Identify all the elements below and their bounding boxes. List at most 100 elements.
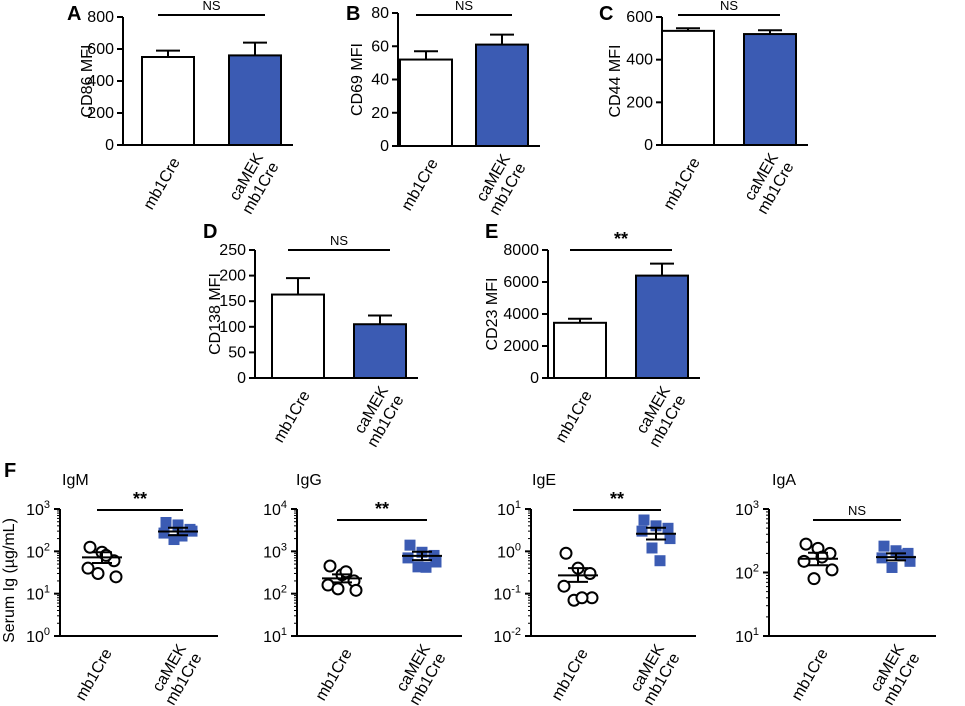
significance-label: NS (720, 0, 738, 13)
y-tick-label: 20 (371, 105, 389, 122)
data-point (412, 561, 424, 573)
y-tick-label: 102 (26, 541, 50, 561)
data-point (636, 525, 648, 537)
data-point (638, 514, 650, 526)
data-point (878, 540, 890, 552)
y-tick-label: 101 (735, 626, 759, 646)
data-point (83, 540, 97, 554)
y-tick-label: 0 (105, 137, 114, 154)
y-tick-label: 102 (263, 584, 287, 604)
data-point (797, 554, 811, 568)
x-tick-label: mb1Cre (553, 388, 596, 446)
data-point (902, 547, 914, 559)
y-tick-label: 103 (735, 499, 759, 519)
x-tick-label-line: mb1Cre (553, 388, 596, 446)
y-tick-label: 100 (219, 319, 246, 336)
y-tick-label: 103 (26, 499, 50, 519)
x-tick-label-line: mb1Cre (141, 155, 184, 213)
y-tick-label: 800 (87, 9, 114, 26)
bar-chart-E: E 0 2000 4000 6000 8000 CD23 MFI ** mb1Cre caMEKm… (484, 221, 700, 450)
y-tick-label: 10-2 (493, 626, 521, 646)
x-tick-label: mb1Cre (549, 646, 592, 704)
x-tick-label: mb1Cre (141, 155, 184, 213)
y-tick-label: 600 (626, 9, 653, 26)
data-point (160, 516, 172, 528)
bar-chart-A: A 0 200 400 600 800 CD86 MFI NS mb1Cre caMEKmb1Cr… (67, 0, 293, 217)
data-point (825, 563, 839, 577)
bar (399, 58, 453, 147)
bar (553, 321, 607, 379)
x-tick-label-line: mb1Cre (313, 646, 356, 704)
data-point (331, 582, 345, 596)
significance-label: ** (610, 489, 624, 509)
x-tick-label: mb1Cre (73, 646, 116, 704)
significance-label: NS (330, 233, 348, 248)
y-tick-label: 102 (735, 563, 759, 583)
bar (353, 323, 407, 379)
x-tick-label: mb1Cre (271, 388, 314, 446)
x-tick-label: mb1Cre (661, 155, 704, 213)
data-point (799, 537, 813, 551)
data-point (894, 549, 906, 561)
data-point (168, 534, 180, 546)
y-axis-title: Serum Ig (µg/mL) (1, 518, 18, 643)
data-point (575, 591, 589, 605)
y-tick-label: 100 (26, 626, 50, 646)
y-tick-label: 600 (87, 41, 114, 58)
chart-title: IgA (772, 472, 796, 489)
y-tick-label: 103 (263, 541, 287, 561)
bar (141, 56, 195, 146)
data-point (650, 520, 662, 532)
data-point (430, 556, 442, 568)
y-tick-label: 101 (497, 499, 521, 519)
data-point (81, 561, 95, 575)
y-tick-label: 50 (228, 344, 246, 361)
y-tick-label: 6000 (503, 274, 539, 291)
y-axis-title: CD23 MFI (484, 278, 501, 351)
x-tick-label: mb1Cre (789, 646, 832, 704)
scatter-chart-IgM: IgM 100 101 102 103 Serum Ig (µg/mL) ** mb1Cre c… (1, 472, 218, 706)
y-tick-label: 101 (263, 626, 287, 646)
panel-letter: F (4, 460, 16, 482)
y-tick-label: 80 (371, 5, 389, 22)
x-tick-label: mb1Cre (399, 156, 442, 214)
y-axis-title: CD138 MFI (207, 273, 224, 355)
x-tick-label-line: mb1Cre (73, 646, 116, 704)
y-tick-label: 400 (626, 52, 653, 69)
y-tick-label: 101 (26, 584, 50, 604)
significance-label: NS (455, 0, 473, 13)
data-point (807, 572, 821, 586)
y-axis-title: CD44 MFI (607, 45, 624, 118)
significance-label: ** (133, 489, 147, 509)
chart-title: IgG (296, 472, 322, 489)
chart-title: IgE (532, 472, 556, 489)
panel-letter: C (599, 3, 613, 25)
significance-label: NS (848, 503, 866, 518)
y-tick-label: 400 (87, 73, 114, 90)
y-tick-label: 8000 (503, 242, 539, 259)
chart-title: IgM (62, 472, 89, 489)
y-tick-label: 0 (237, 370, 246, 387)
y-tick-label: 10-1 (493, 584, 521, 604)
data-point (662, 522, 674, 534)
data-point (158, 527, 170, 539)
y-tick-label: 200 (87, 105, 114, 122)
y-tick-label: 0 (380, 138, 389, 155)
data-point (91, 566, 105, 580)
y-tick-label: 100 (497, 541, 521, 561)
y-tick-label: 250 (219, 242, 246, 259)
panel-letter: A (67, 3, 81, 25)
x-tick-label-line: mb1Cre (789, 646, 832, 704)
x-tick-label: mb1Cre (313, 646, 356, 704)
data-point (904, 555, 916, 567)
x-tick-label-line: mb1Cre (549, 646, 592, 704)
data-point (349, 583, 363, 597)
